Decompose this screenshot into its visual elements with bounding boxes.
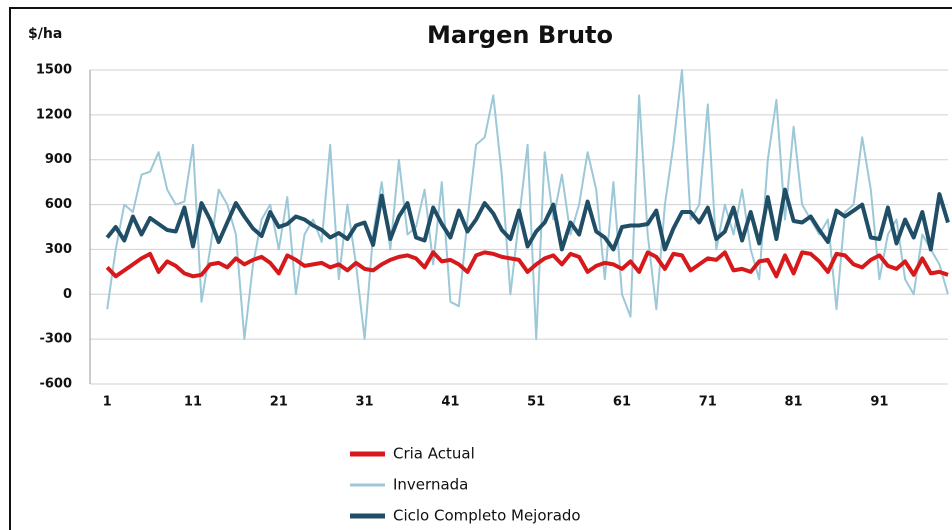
y-tick-label: 300: [45, 242, 72, 257]
x-tick-label: 61: [613, 395, 631, 410]
y-tick-label: -300: [39, 332, 72, 347]
y-tick-label: 600: [45, 197, 72, 212]
y-tick-label: 0: [63, 287, 72, 302]
legend-label: Ciclo Completo Mejorado: [393, 507, 581, 525]
x-tick-label: 21: [270, 395, 288, 410]
x-tick-label: 51: [527, 395, 545, 410]
x-tick-label: 1: [103, 395, 112, 410]
x-tick-label: 91: [870, 395, 888, 410]
y-tick-label: 1500: [36, 63, 72, 78]
series-line: [106, 69, 949, 341]
y-tick-label: 1200: [36, 107, 72, 122]
x-tick-label: 71: [699, 395, 717, 410]
legend-label: Cria Actual: [393, 445, 475, 463]
x-tick-label: 31: [356, 395, 374, 410]
y-axis-label: $/ha: [28, 26, 62, 42]
x-tick-label: 11: [184, 395, 202, 410]
series-line: [105, 187, 950, 252]
y-tick-label: 900: [45, 152, 72, 167]
series-line: [105, 250, 949, 279]
y-tick-label: -600: [39, 377, 72, 392]
x-tick-label: 81: [785, 395, 803, 410]
legend-label: Invernada: [393, 476, 468, 494]
chart-title: Margen Bruto: [427, 21, 613, 49]
frame: [9, 7, 952, 530]
x-tick-label: 41: [441, 395, 459, 410]
